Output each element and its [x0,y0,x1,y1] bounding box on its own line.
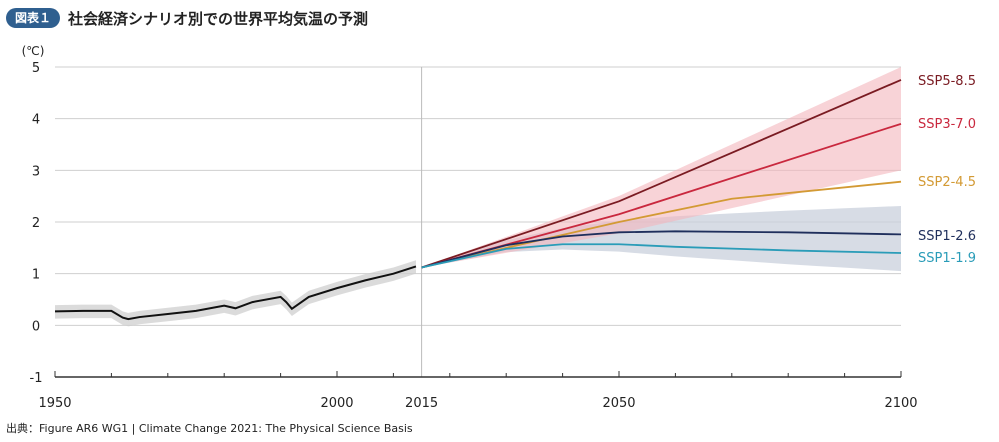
y-tick-label-2: 2 [32,216,40,231]
y-tick-label-0: 0 [32,319,40,334]
y-tick-label-1: 1 [32,268,40,283]
legend-label-ssp1-2-6: SSP1-2.6 [918,229,976,244]
high-emissions-uncertainty-band [421,67,901,268]
x-tick-label-2050: 2050 [602,396,635,411]
x-tick-label-2000: 2000 [320,396,353,411]
y-tick-label-3: 3 [32,164,40,179]
historical-uncertainty-band [55,260,416,327]
line-ssp1-1-9 [421,243,902,269]
y-tick-label-4: 4 [32,113,40,128]
y-tick-label--1: -1 [30,371,43,386]
legend-label-ssp2-4-5: SSP2-4.5 [918,175,976,190]
chart-title: 社会経済シナリオ別での世界平均気温の予測 [68,9,369,28]
x-tick-label-2100: 2100 [884,396,917,411]
historical-line [54,265,417,321]
line-ssp1-2-6 [421,230,902,269]
legend-label-ssp1-1-9: SSP1-1.9 [918,251,976,266]
low-emissions-uncertainty-band [421,205,901,272]
figure-header: 図表１ 社会経済シナリオ別での世界平均気温の予測 [6,6,368,30]
temperature-chart: 1950 2000 2015 2050 2100 -1 0 1 2 3 4 5 (℃) SSP5-8.5 S… [22,44,976,411]
legend-label-ssp5-8-5: SSP5-8.5 [918,74,976,89]
y-axis-unit: (℃) [22,44,45,58]
y-tick-label-5: 5 [32,61,40,76]
figure-badge: 図表１ [6,8,61,28]
source-note: 出典：Figure AR6 WG1 | Climate Change 2021:… [6,422,413,435]
x-tick-label-2015: 2015 [405,396,438,411]
line-ssp5-8-5 [421,79,902,269]
legend-label-ssp3-7-0: SSP3-7.0 [918,117,976,132]
x-tick-label-1950: 1950 [38,396,71,411]
